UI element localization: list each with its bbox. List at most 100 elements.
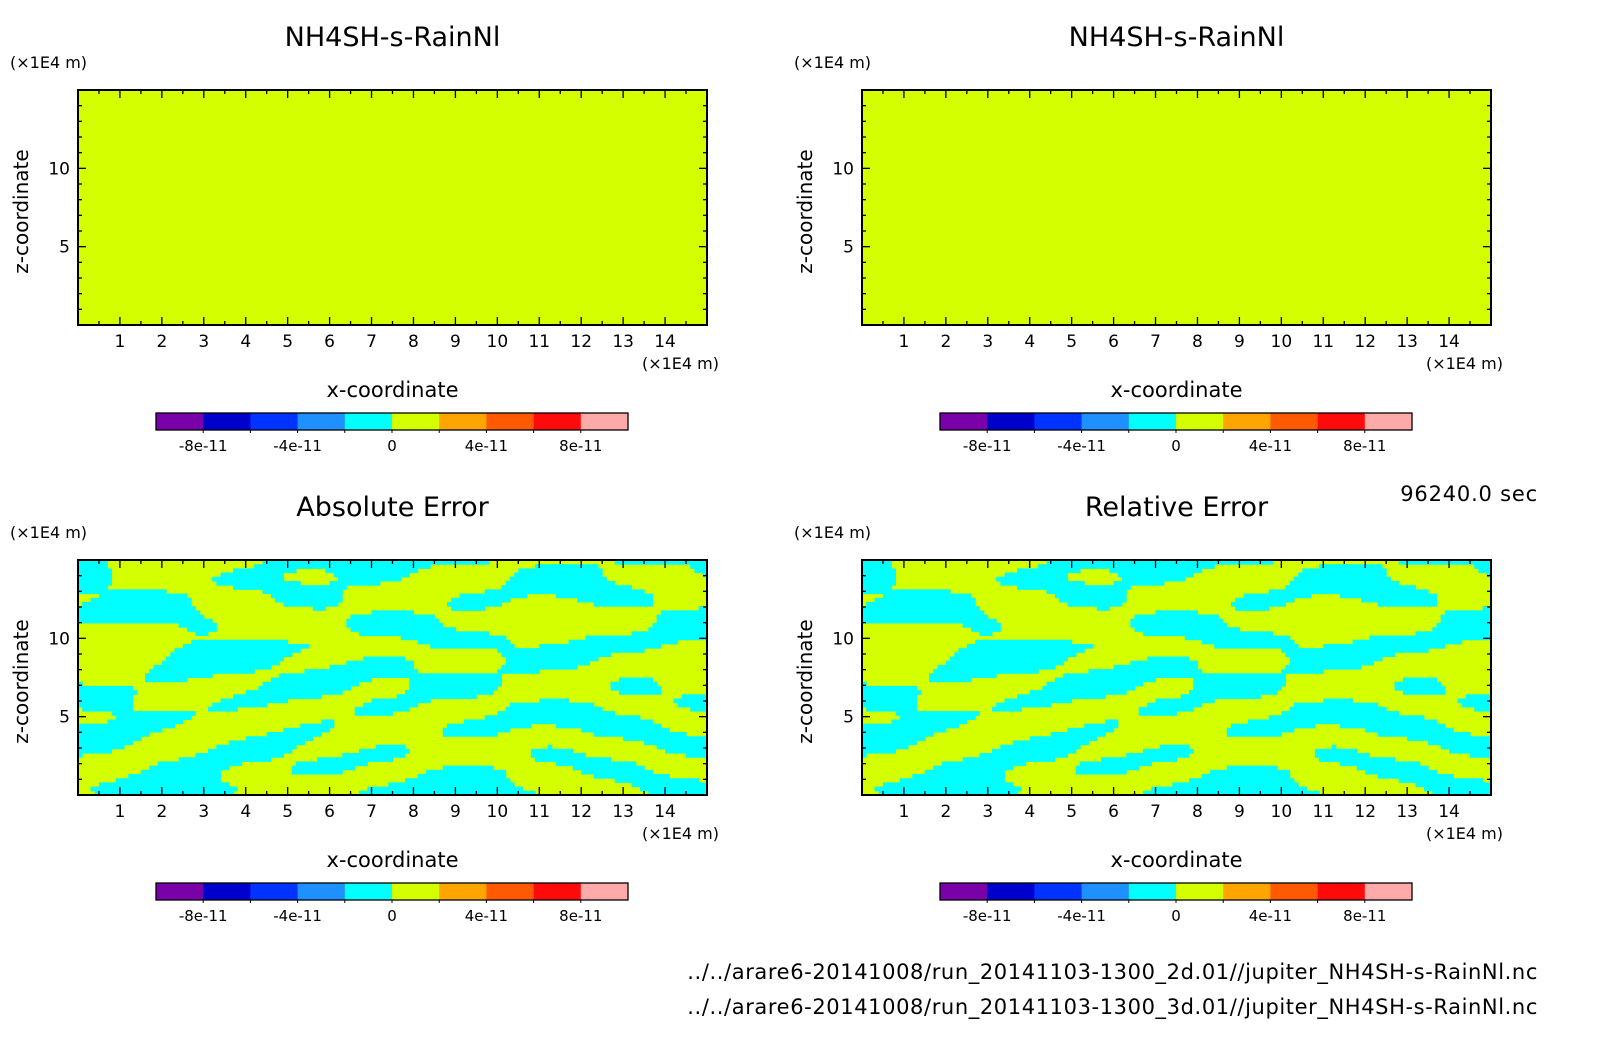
error-cell [1017,694,1106,699]
colorbar-segment [1364,413,1413,430]
x-tick-label: 7 [1150,332,1161,352]
colorbar-segment [1034,413,1082,430]
error-cell [115,715,192,720]
x-axis-label: x-coordinate [1110,378,1242,402]
x-tick-label: 10 [487,332,509,352]
error-cell [862,702,918,708]
time-label: 96240.0 sec [1400,482,1538,506]
error-cell [1285,664,1362,670]
x-tick-label: 5 [282,332,293,352]
error-cell [1285,585,1417,590]
error-cell [484,589,645,595]
colorbar-segment [580,883,629,900]
error-cell [535,564,599,569]
x-tick-label: 4 [1024,332,1035,352]
error-cell [1436,622,1492,628]
x-tick-label: 1 [115,802,126,822]
error-cell [497,648,645,653]
error-cell [1314,748,1358,754]
error-cell [1126,753,1190,758]
colorbar-segment [533,413,582,430]
error-cell [1340,593,1437,599]
error-cell [178,622,217,628]
x-tick-label: 5 [1066,332,1077,352]
error-cell [358,748,410,754]
error-cell [656,614,708,620]
error-cell [862,732,934,737]
error-cell [1189,778,1295,783]
error-cell [895,711,980,716]
error-cell [966,643,1094,649]
z-tick-label: 5 [59,708,70,728]
error-cell [497,711,616,716]
colorbar-label: 4e-11 [465,907,508,925]
error-cell [958,648,1085,653]
error-cell [862,610,985,616]
error-cell [417,774,507,779]
error-cell [1059,597,1127,603]
error-cell [882,782,1014,788]
error-cell [1402,690,1446,695]
colorbar-label: 0 [1171,437,1181,455]
colorbar-segment [1034,883,1082,900]
z-tick-label: 10 [832,159,854,179]
error-cell [862,685,918,691]
x-tick-label: 14 [654,332,676,352]
error-cell [1289,706,1387,712]
error-cell [346,660,414,666]
error-cell [451,606,486,611]
error-cell [1067,727,1115,733]
error-cell [509,702,595,708]
colorbar-segment [940,883,988,900]
error-cell [1247,719,1437,725]
error-cell [262,589,343,595]
error-cell [945,660,1064,666]
error-cell [1461,702,1492,708]
x-tick-label: 4 [240,802,251,822]
colorbar-label: 0 [1171,907,1181,925]
error-cell [501,652,612,658]
error-cell [216,580,301,586]
z-axis-label: z-coordinate [793,149,817,273]
error-cell [1029,690,1127,695]
error-cell [1340,723,1446,729]
error-cell [296,761,368,767]
error-cell [363,702,419,708]
error-cell [690,706,708,712]
error-cell [346,618,440,624]
error-cell [1134,614,1219,620]
error-cell [78,618,213,624]
error-cell [1281,669,1324,674]
error-cell [1281,648,1429,653]
colorbar-segment [156,413,204,430]
error-cell [1000,580,1085,586]
colorbar-label: 4e-11 [1249,437,1292,455]
colorbar-label: 8e-11 [559,437,602,455]
colorbar-label: -8e-11 [963,437,1012,455]
colorbar-segment [486,413,534,430]
error-cell [1352,639,1463,645]
error-cell [174,648,301,653]
colorbar-label: -4e-11 [1057,907,1106,925]
error-cell [862,572,897,578]
error-cell [78,698,134,704]
z-unit-label: (×1E4 m) [10,53,87,72]
error-cell [1130,660,1198,666]
x-tick-label: 11 [1312,332,1334,352]
error-cell [862,744,909,750]
error-cell [1289,660,1375,666]
error-cell [1402,677,1437,683]
error-cell [1235,597,1295,603]
error-cell [228,740,305,746]
error-cell [1075,765,1140,771]
error-cell [1394,681,1442,687]
x-tick-label: 2 [940,802,951,822]
error-cell [991,706,1022,712]
error-cell [556,761,637,767]
error-cell [1042,685,1136,691]
x-tick-label: 14 [1438,332,1460,352]
error-cell [581,727,670,733]
error-cell [518,568,603,574]
error-cell [505,580,616,586]
error-cell [681,694,708,699]
